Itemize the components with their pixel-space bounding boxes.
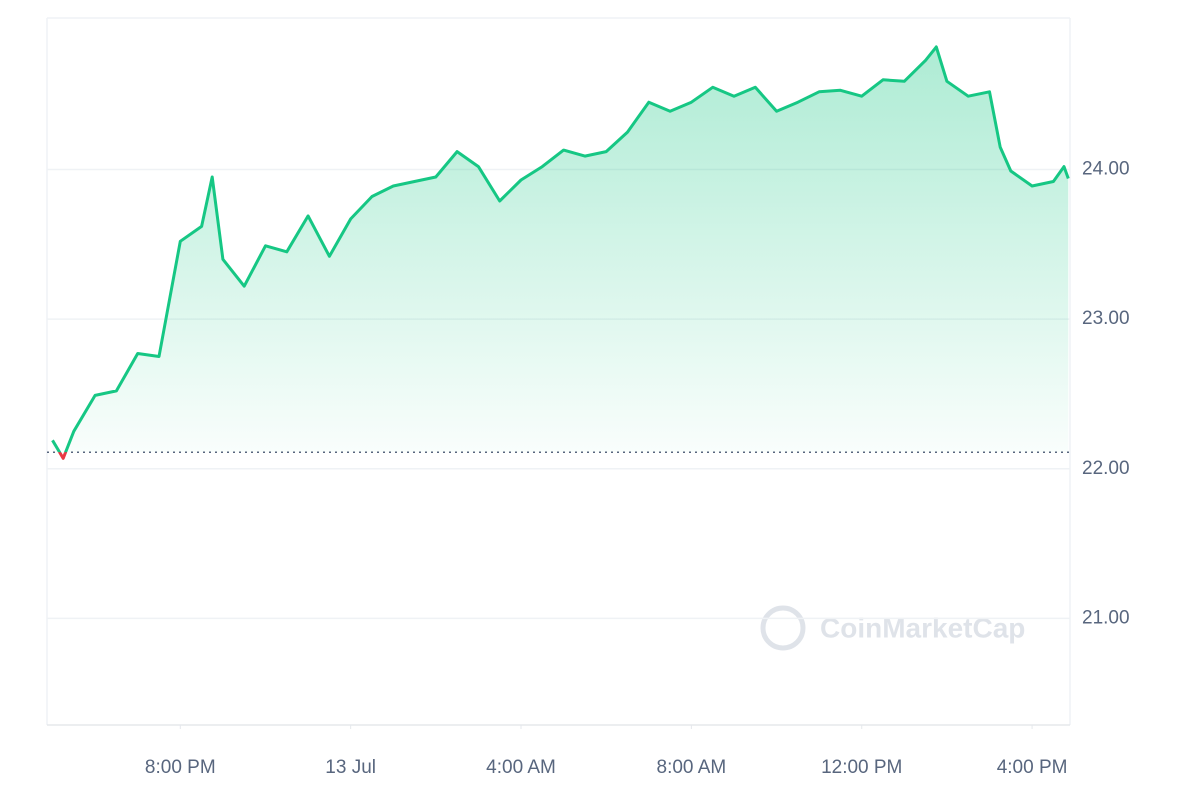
x-tick-label: 8:00 AM (657, 757, 727, 778)
area-fill (52, 46, 1069, 453)
x-tick-label: 4:00 AM (486, 757, 556, 778)
x-tick-label: 12:00 PM (821, 757, 902, 778)
price-line (51, 45, 1070, 453)
watermark-text: CoinMarketCap (820, 612, 1025, 643)
y-tick-label: 24.00 (1082, 159, 1130, 180)
watermark-logo (760, 605, 806, 651)
y-tick-label: 23.00 (1082, 308, 1130, 329)
x-tick-label: 4:00 PM (997, 757, 1068, 778)
x-tick-label: 13 Jul (325, 757, 376, 778)
x-tick-label: 8:00 PM (145, 757, 216, 778)
y-tick-label: 22.00 (1082, 458, 1130, 479)
watermark: CoinMarketCap (760, 605, 1025, 651)
y-tick-label: 21.00 (1082, 607, 1130, 628)
